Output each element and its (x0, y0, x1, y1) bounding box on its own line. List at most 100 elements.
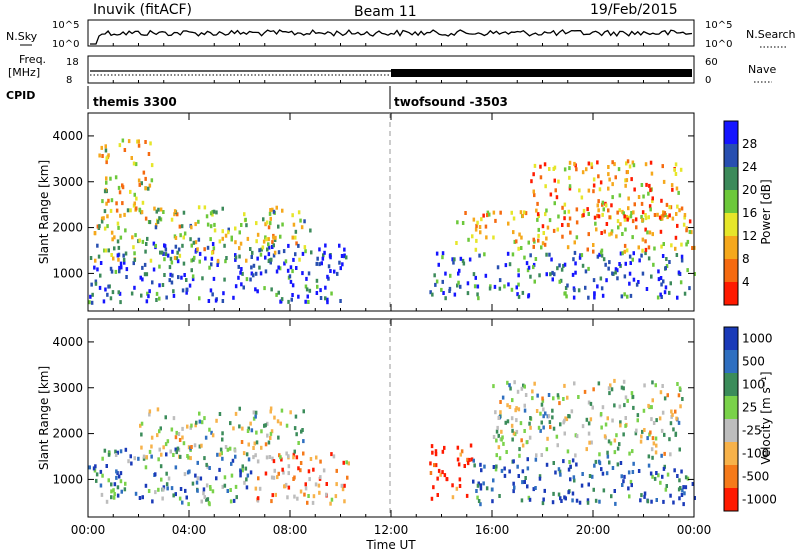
velocity-cell (142, 456, 146, 461)
velocity-cell (642, 408, 646, 413)
power-cell (610, 203, 613, 208)
power-cell (456, 220, 459, 225)
velocity-cell (651, 455, 654, 460)
velocity-cell (196, 476, 200, 481)
velocity-cell (476, 483, 480, 488)
velocity-cell (524, 476, 527, 480)
velocity-cell (631, 394, 635, 399)
velocity-cell (475, 489, 478, 493)
power-cell (197, 237, 201, 242)
power-cell (194, 240, 198, 245)
power-cell (278, 266, 282, 271)
velocity-y-tick-label: 1000 (52, 472, 83, 486)
power-cell (129, 208, 132, 213)
velocity-cell (158, 429, 161, 434)
velocity-cell (292, 452, 296, 457)
power-cell (225, 256, 228, 260)
power-cell (557, 179, 560, 184)
power-cell (319, 296, 323, 300)
velocity-cell (499, 410, 502, 415)
velocity-cell (150, 435, 154, 440)
velocity-cell (651, 398, 654, 403)
velocity-cell (634, 431, 638, 436)
power-cell (109, 266, 113, 271)
power-cell (168, 278, 171, 283)
power-cell (633, 202, 636, 207)
velocity-cell (604, 422, 608, 427)
power-cell (668, 290, 671, 295)
power-cell (201, 276, 204, 281)
velocity-cell (497, 445, 501, 450)
velocity-cell (616, 446, 620, 451)
power-cell (153, 206, 156, 211)
power-cell (615, 234, 618, 239)
power-cell (452, 260, 455, 265)
velocity-cell (472, 479, 475, 484)
velocity-cell (343, 499, 346, 504)
velocity-cell (559, 472, 562, 477)
velocity-cell (563, 431, 566, 436)
power-cell (474, 275, 477, 280)
x-tick-label: 20:00 (576, 523, 611, 537)
velocity-cell (325, 492, 328, 497)
power-cell (182, 261, 186, 266)
power-cell (173, 209, 177, 214)
velocity-cell (624, 423, 627, 428)
power-cell (536, 201, 539, 206)
power-cell (573, 240, 576, 245)
power-cell (544, 212, 547, 217)
velocity-cell (114, 453, 118, 457)
velocity-cell (523, 480, 526, 484)
velocity-cell (525, 440, 529, 445)
power-cell (631, 160, 635, 165)
power-cell (556, 227, 559, 232)
velocity-cell (615, 433, 618, 438)
power-cell (624, 261, 627, 266)
velocity-cell (160, 452, 163, 457)
power-cell (637, 195, 641, 199)
velocity-cell (587, 482, 590, 487)
velocity-scatter (88, 378, 696, 507)
power-cell (671, 187, 674, 192)
velocity-cell (269, 431, 273, 436)
velocity-cell (526, 484, 529, 489)
power-cell (601, 200, 605, 205)
power-cell (185, 287, 188, 292)
power-cell (341, 262, 344, 267)
power-cell (155, 209, 158, 214)
power-cell (621, 251, 624, 256)
x-tick-label: 12:00 (374, 523, 409, 537)
power-cell (553, 272, 556, 277)
velocity-cell (684, 475, 688, 480)
power-cell (272, 243, 275, 248)
power-cell (492, 235, 495, 240)
power-cell (478, 225, 482, 229)
velocity-cell (286, 495, 289, 500)
power-cell (507, 221, 510, 226)
power-cell (164, 247, 168, 252)
power-cell (644, 247, 648, 252)
power-cell (517, 246, 520, 251)
power-cell (508, 262, 512, 267)
power-cell (635, 282, 639, 287)
velocity-cell (492, 435, 496, 439)
power-cell (535, 208, 538, 213)
power-colorbar-label: Power [dB] (759, 179, 773, 244)
power-cell (211, 212, 214, 217)
power-cell (641, 218, 644, 223)
power-cell (168, 265, 172, 270)
velocity-cell (445, 477, 449, 482)
velocity-cell (520, 498, 524, 503)
power-cell (256, 232, 260, 237)
velocity-cell (174, 492, 177, 497)
power-cell (123, 148, 127, 152)
power-cell (185, 278, 188, 282)
velocity-cell (673, 468, 676, 473)
velocity-cell (245, 452, 249, 457)
power-cell (650, 171, 654, 176)
freq-tick-high: 18 (66, 57, 79, 68)
velocity-cell (274, 492, 277, 497)
velocity-cell (512, 481, 515, 486)
